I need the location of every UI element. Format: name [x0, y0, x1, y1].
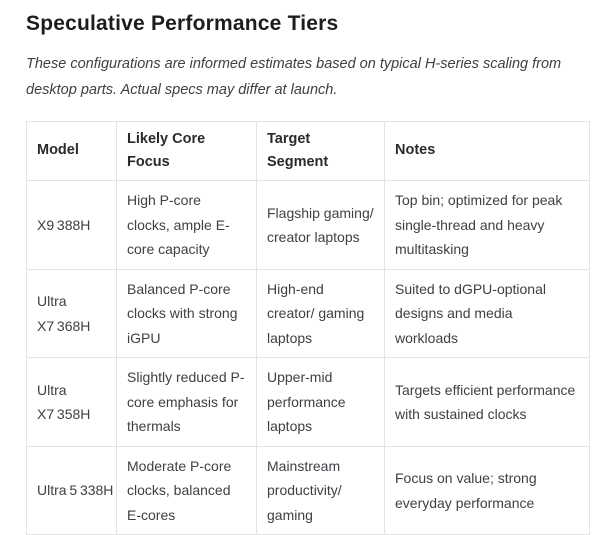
- column-header-target-segment: Target Segment: [256, 120, 385, 182]
- performance-tiers-table: Model Likely Core Focus Target Segment N…: [26, 120, 590, 535]
- notes-cell: Top bin; optimized for peak single-threa…: [384, 180, 590, 270]
- core-focus-cell: High P-core clocks, ample E-core capacit…: [116, 180, 257, 270]
- column-header-notes: Notes: [384, 120, 590, 182]
- table-row: Ultra X7 368H Balanced P-core clocks wit…: [26, 268, 590, 359]
- notes-cell: Focus on value; strong everyday performa…: [384, 445, 590, 535]
- target-segment-cell: Flagship gaming/ creator laptops: [256, 180, 385, 270]
- target-segment-cell: High-end creator/ gaming laptops: [256, 268, 385, 359]
- core-focus-cell: Balanced P-core clocks with strong iGPU: [116, 268, 257, 359]
- notes-cell: Targets efficient performance with susta…: [384, 357, 590, 447]
- table-row: Ultra 5 338H Moderate P-core clocks, bal…: [26, 445, 590, 535]
- model-cell: X9 388H: [26, 180, 117, 270]
- table-row: Ultra X7 358H Slightly reduced P-core em…: [26, 357, 590, 447]
- table-row: X9 388H High P-core clocks, ample E-core…: [26, 180, 590, 270]
- disclaimer-text: These configurations are informed estima…: [26, 56, 562, 99]
- model-cell: Ultra 5 338H: [26, 445, 117, 535]
- model-cell: Ultra X7 368H: [26, 268, 117, 359]
- model-cell: Ultra X7 358H: [26, 357, 117, 447]
- table-header-row: Model Likely Core Focus Target Segment N…: [26, 120, 590, 182]
- column-header-model: Model: [26, 120, 117, 182]
- column-header-core-focus: Likely Core Focus: [116, 120, 257, 182]
- core-focus-cell: Moderate P-core clocks, balanced E-cores: [116, 445, 257, 535]
- target-segment-cell: Upper-mid performance laptops: [256, 357, 385, 447]
- core-focus-cell: Slightly reduced P-core emphasis for the…: [116, 357, 257, 447]
- notes-cell: Suited to dGPU-optional designs and medi…: [384, 268, 590, 359]
- page-title: Speculative Performance Tiers: [26, 12, 339, 35]
- target-segment-cell: Mainstream productivity/ gaming: [256, 445, 385, 535]
